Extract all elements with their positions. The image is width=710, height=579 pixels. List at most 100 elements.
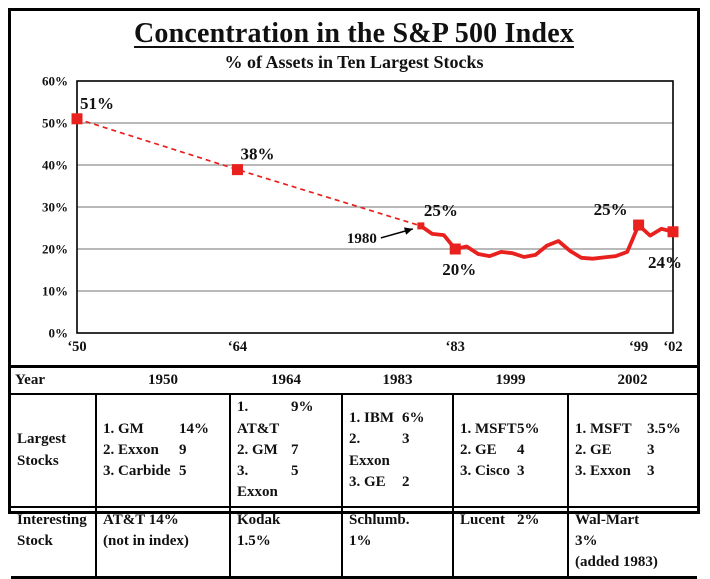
year-2002: 2002: [568, 365, 697, 396]
stock-line: 3. GE 2: [349, 472, 446, 493]
table-header-row: Year 1950 1964 1983 1999 2002: [11, 365, 697, 396]
stock-line: 1. MSFT 5%: [460, 419, 561, 440]
stock-line: 1. GM 14%: [103, 419, 223, 440]
stock-name: 3. Exxon: [237, 463, 278, 501]
stock-value: 5: [179, 463, 187, 480]
stock-name: 3. Carbide: [103, 463, 171, 480]
largest-stocks-cell-2002: 1. MSFT 3.5% 2. GE 3 3. Exxon 3: [567, 393, 697, 508]
annotation-label: 1980: [347, 231, 377, 247]
data-point-marker: [449, 243, 461, 255]
stock-line: 2. GE 4: [460, 440, 561, 461]
stocks-table: Year 1950 1964 1983 1999 2002 Largest St…: [11, 365, 697, 579]
page-border-frame: Concentration in the S&P 500 Index % of …: [8, 8, 700, 579]
annotation-label: 20%: [442, 260, 476, 279]
stock-name: Wal-Mart 3%: [575, 511, 640, 550]
largest-stocks-cell-1950: 1. GM 14% 2. Exxon 9 3. Carbide 5: [95, 393, 231, 508]
stock-value: 9: [179, 441, 187, 458]
stock-line: 3. Exxon 5: [237, 461, 335, 504]
stock-value: 5%: [517, 420, 540, 437]
stock-line: 2. Exxon 3: [349, 429, 446, 472]
stock-line: 3. Exxon 3: [575, 461, 691, 482]
stock-line: 2. Exxon 9: [103, 440, 223, 461]
stock-value: 2: [402, 473, 410, 490]
report-page: { "chart_data": { "type": "line", "title…: [8, 8, 700, 579]
stock-line: 1. MSFT 3.5%: [575, 419, 691, 440]
y-tick-label: 0%: [49, 326, 69, 341]
stock-line: Schlumb. 1%: [349, 510, 446, 553]
stock-name: 3. GE: [349, 473, 386, 490]
stock-note: (not in index): [103, 533, 189, 550]
interesting-cell-1950: AT&T 14% (not in index): [95, 505, 231, 579]
line-chart: 0% 10% 20% 30% 40% 50% 60% ‘50 ‘64 ‘83 ‘99 ‘02 51% 38…: [42, 75, 683, 355]
stock-line: AT&T 14%: [103, 510, 223, 531]
interesting-stock-row: Interesting Stock AT&T 14% (not in index…: [11, 505, 697, 579]
stock-name: 1. IBM: [349, 409, 394, 426]
year-1999: 1999: [453, 365, 568, 396]
data-point-marker: [667, 226, 679, 238]
stock-value: 3: [647, 441, 655, 458]
year-1950: 1950: [96, 365, 230, 396]
interesting-cell-2002: Wal-Mart 3% (added 1983): [567, 505, 697, 579]
stock-name: Lucent: [460, 511, 505, 528]
largest-stocks-row: Largest Stocks 1. GM 14% 2. Exxon 9 3. Car…: [11, 393, 697, 508]
stock-line: Lucent 2%: [460, 510, 561, 531]
interesting-cell-1964: Kodak 1.5%: [229, 505, 343, 579]
chart-title: Concentration in the S&P 500 Index: [133, 18, 575, 49]
stock-value: 7: [291, 441, 299, 458]
stock-name: 2. Exxon: [349, 431, 390, 469]
stock-name: 2. GE: [575, 441, 612, 458]
largest-stocks-label: Largest Stocks: [11, 393, 97, 508]
largest-stocks-cell-1964: 1. AT&T 9% 2. GM 7 3. Exxon 5: [229, 393, 343, 508]
y-tick-label: 40%: [42, 158, 68, 173]
stock-value: 3: [647, 463, 655, 480]
annotation-label: 25%: [594, 200, 628, 219]
stock-value: 9%: [291, 399, 314, 416]
stock-name: 1. AT&T: [237, 399, 280, 437]
stock-name: 2. GM: [237, 441, 278, 458]
annotation-label: 51%: [80, 94, 114, 113]
y-tick-label: 10%: [42, 284, 68, 299]
stock-note: (added 1983): [575, 554, 658, 571]
stock-value: 3: [517, 463, 525, 480]
series-annual-concentration: [419, 223, 674, 261]
stock-line: 2. GE 3: [575, 440, 691, 461]
stock-line: 1. AT&T 9%: [237, 397, 335, 440]
stock-name: 1. MSFT: [575, 420, 632, 437]
stock-value: 5: [291, 463, 299, 480]
stock-value: 14%: [179, 420, 209, 437]
stock-name: 1. MSFT: [460, 420, 517, 437]
stock-value: 6%: [402, 409, 425, 426]
data-point-marker: [633, 219, 645, 231]
stock-name: Kodak 1.5%: [237, 511, 281, 550]
chart-area: 0% 10% 20% 30% 40% 50% 60% ‘50 ‘64 ‘83 ‘99 ‘02 51% 38…: [11, 75, 697, 357]
series-sparse-early-decades: [76, 117, 422, 227]
annotation-label: 25%: [424, 201, 458, 220]
stock-line: Wal-Mart 3%: [575, 510, 691, 553]
y-tick-label: 20%: [42, 242, 68, 257]
stock-name: 2. GE: [460, 441, 497, 458]
interesting-cell-1983: Schlumb. 1%: [341, 505, 454, 579]
stock-name: 1. GM: [103, 420, 144, 437]
y-tick-label: 50%: [42, 116, 68, 131]
chart-subtitle: % of Assets in Ten Largest Stocks: [224, 52, 484, 72]
annotation-label: 24%: [648, 253, 682, 272]
data-point-marker: [71, 113, 83, 125]
stock-line: 2. GM 7: [237, 440, 335, 461]
data-point-marker: [417, 222, 425, 230]
stock-line: 1. IBM 6%: [349, 408, 446, 429]
stock-name: 3. Cisco: [460, 463, 510, 480]
stock-value: 2%: [517, 511, 540, 528]
stock-line: 3. Carbide 5: [103, 461, 223, 482]
stock-value: 3: [402, 431, 410, 448]
x-tick-label: ‘99: [629, 339, 648, 355]
largest-stocks-cell-1999: 1. MSFT 5% 2. GE 4 3. Cisco 3: [452, 393, 569, 508]
year-header-label: Year: [11, 365, 96, 396]
stock-name: AT&T 14%: [103, 511, 179, 528]
x-tick-label: ‘02: [663, 339, 682, 355]
y-tick-label: 60%: [42, 75, 68, 89]
largest-stocks-cell-1983: 1. IBM 6% 2. Exxon 3 3. GE 2: [341, 393, 454, 508]
x-tick-label: ‘64: [228, 339, 247, 355]
y-tick-label: 30%: [42, 200, 68, 215]
data-point-marker: [231, 164, 243, 176]
interesting-cell-1999: Lucent 2%: [452, 505, 569, 579]
